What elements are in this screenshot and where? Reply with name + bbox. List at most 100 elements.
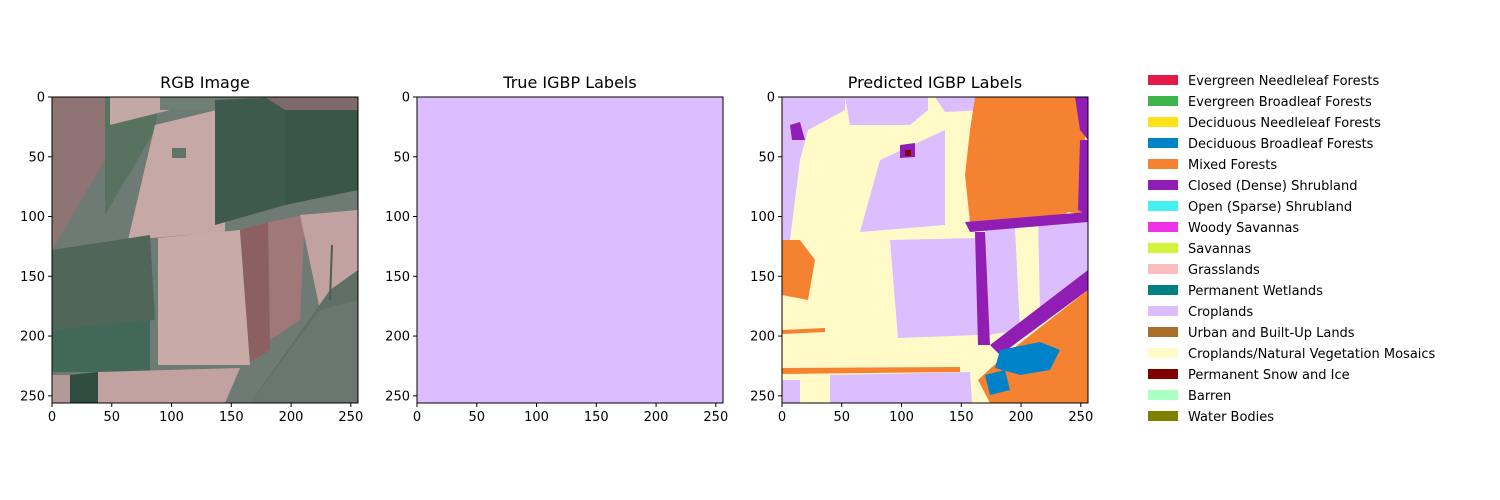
- legend-label: Closed (Dense) Shrubland: [1188, 179, 1358, 194]
- legend-swatch: [1148, 96, 1178, 106]
- pred-deciduous-broadleaf-region: [985, 370, 1010, 395]
- legend-label: Open (Sparse) Shrubland: [1188, 200, 1352, 215]
- x-tick-label: 250: [703, 410, 728, 425]
- legend-label: Permanent Wetlands: [1188, 284, 1323, 299]
- legend-label: Mixed Forests: [1188, 158, 1277, 173]
- legend-swatch: [1148, 348, 1178, 358]
- rgb-field: [215, 97, 285, 225]
- legend-swatch: [1148, 264, 1178, 274]
- x-tick-label: 150: [949, 410, 974, 425]
- legend-swatch: [1148, 75, 1178, 85]
- y-tick-label: 100: [750, 210, 775, 225]
- rgb-field: [158, 230, 250, 365]
- pred-panel-title: Predicted IGBP Labels: [848, 73, 1023, 92]
- pred-mixed-forest-region: [965, 97, 1085, 225]
- pred-snow-ice-region: [905, 150, 911, 156]
- legend-swatch: [1148, 159, 1178, 169]
- rgb-field: [250, 300, 358, 403]
- legend-label: Barren: [1188, 389, 1231, 404]
- pred-croplands-region: [830, 372, 972, 403]
- rgb-field: [105, 97, 160, 215]
- pred-deciduous-broadleaf-region: [995, 342, 1060, 375]
- x-tick-label: 250: [338, 410, 363, 425]
- pred-shrubland-region: [990, 270, 1088, 355]
- rgb-field: [240, 222, 270, 362]
- legend-label: Water Bodies: [1188, 410, 1274, 425]
- y-tick-label: 150: [20, 270, 45, 285]
- legend-swatch: [1148, 117, 1178, 127]
- rgb-image: [52, 97, 358, 403]
- rgb-field: [128, 108, 225, 240]
- pred-croplands-region: [860, 130, 945, 232]
- legend-swatch: [1148, 180, 1178, 190]
- y-tick-label: 200: [385, 330, 410, 345]
- legend-swatch: [1148, 243, 1178, 253]
- y-tick-label: 0: [37, 91, 45, 106]
- true-axes-frame: [416, 96, 724, 404]
- legend-label: Savannas: [1188, 242, 1251, 257]
- pred-croplands-region: [890, 238, 978, 338]
- x-tick-label: 200: [1009, 410, 1034, 425]
- legend-label: Evergreen Needleleaf Forests: [1188, 74, 1379, 89]
- y-tick-label: 250: [750, 389, 775, 404]
- legend-label: Permanent Snow and Ice: [1188, 368, 1350, 383]
- rgb-field: [98, 368, 240, 403]
- rgb-field: [52, 375, 70, 403]
- y-tick-label: 50: [28, 150, 45, 165]
- x-tick-label: 200: [279, 410, 304, 425]
- pred-axes-frame: [781, 96, 1089, 404]
- legend-swatch: [1148, 369, 1178, 379]
- legend-label: Deciduous Broadleaf Forests: [1188, 137, 1374, 152]
- pred-shrubland-region: [1078, 140, 1088, 215]
- y-tick-label: 0: [767, 91, 775, 106]
- x-tick-label: 100: [889, 410, 914, 425]
- pred-croplands-region: [935, 97, 985, 112]
- x-tick-label: 150: [219, 410, 244, 425]
- legend-swatch: [1148, 138, 1178, 148]
- pred-shrubland-region: [1075, 97, 1088, 140]
- pred-shrubland-region: [965, 212, 1088, 232]
- legend-swatch: [1148, 411, 1178, 421]
- y-tick-label: 200: [20, 330, 45, 345]
- pred-croplands-region: [985, 228, 1020, 335]
- pred-panel: Predicted IGBP Labels: [750, 73, 1093, 425]
- y-tick-label: 250: [20, 389, 45, 404]
- legend-swatch: [1148, 306, 1178, 316]
- x-tick-label: 0: [48, 410, 56, 425]
- x-tick-label: 200: [644, 410, 669, 425]
- pred-label-map: [782, 97, 1088, 403]
- legend-label: Evergreen Broadleaf Forests: [1188, 95, 1372, 110]
- x-tick-label: 150: [584, 410, 609, 425]
- rgb-field: [285, 97, 358, 205]
- pred-mixed-forest-region: [782, 367, 960, 374]
- y-tick-label: 200: [750, 330, 775, 345]
- rgb-field: [52, 97, 105, 250]
- legend-swatch: [1148, 327, 1178, 337]
- y-tick-label: 250: [385, 389, 410, 404]
- x-tick-label: 100: [524, 410, 549, 425]
- x-tick-label: 250: [1068, 410, 1093, 425]
- x-tick-label: 50: [468, 410, 485, 425]
- x-tick-label: 0: [778, 410, 786, 425]
- x-tick-label: 50: [833, 410, 850, 425]
- rgb-road: [329, 244, 333, 301]
- legend-label: Grasslands: [1188, 263, 1260, 278]
- rgb-field: [52, 235, 155, 330]
- rgb-field: [265, 97, 358, 110]
- rgb-field: [70, 372, 98, 403]
- rgb-axes-frame: [51, 96, 359, 404]
- pred-shrubland-region: [790, 122, 805, 140]
- pred-mixed-forest-region: [782, 240, 815, 300]
- legend-swatch: [1148, 390, 1178, 400]
- legend-label: Croplands/Natural Vegetation Mosaics: [1188, 347, 1436, 362]
- rgb-field: [110, 97, 170, 125]
- legend-swatch: [1148, 285, 1178, 295]
- y-tick-label: 0: [402, 91, 410, 106]
- pred-shrubland-region: [975, 232, 990, 345]
- legend-swatch: [1148, 201, 1178, 211]
- y-tick-label: 50: [393, 150, 410, 165]
